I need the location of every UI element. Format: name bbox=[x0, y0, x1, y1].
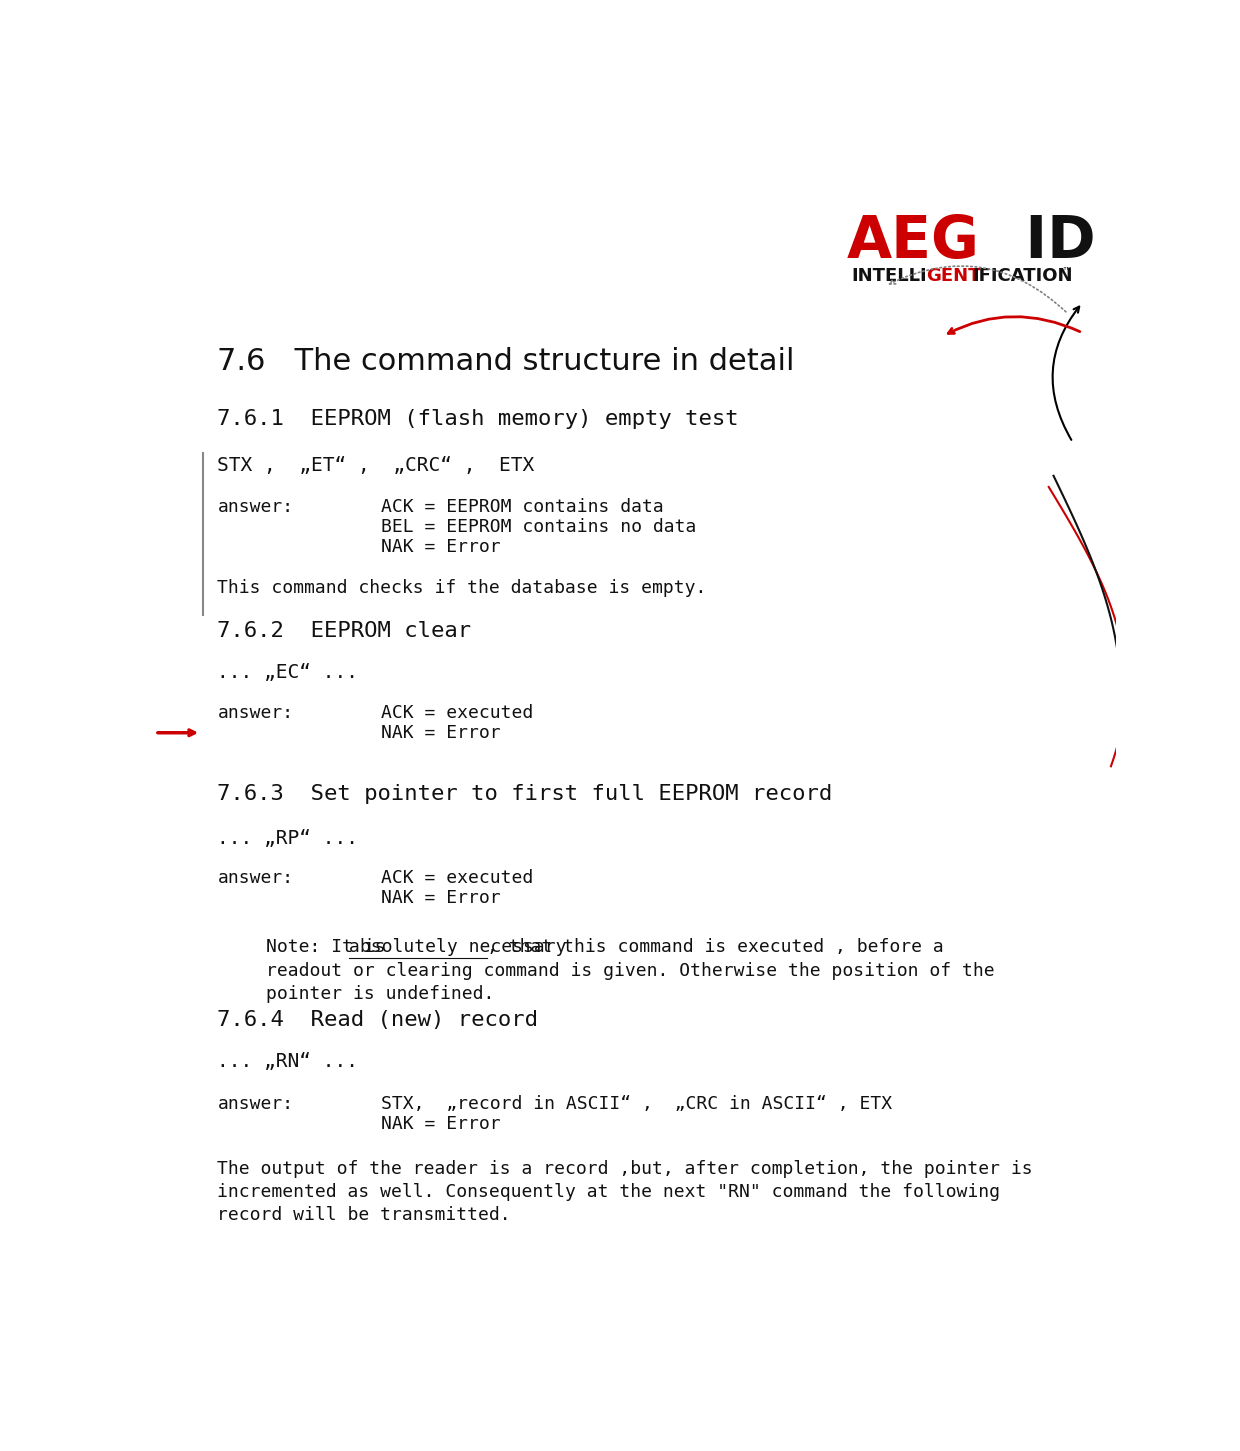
Text: ... „EC“ ...: ... „EC“ ... bbox=[217, 663, 358, 682]
Text: STX ,  „ET“ ,  „CRC“ ,  ETX: STX , „ET“ , „CRC“ , ETX bbox=[217, 456, 534, 474]
Text: NAK = Error: NAK = Error bbox=[381, 538, 501, 556]
Text: record will be transmitted.: record will be transmitted. bbox=[217, 1206, 511, 1225]
Text: ACK = EEPROM contains data: ACK = EEPROM contains data bbox=[381, 498, 663, 517]
Text: STX,  „record in ASCII“ ,  „CRC in ASCII“ , ETX: STX, „record in ASCII“ , „CRC in ASCII“ … bbox=[381, 1094, 892, 1113]
Text: NAK = Error: NAK = Error bbox=[381, 1114, 501, 1133]
Text: ... „RN“ ...: ... „RN“ ... bbox=[217, 1052, 358, 1071]
Text: ID: ID bbox=[1006, 213, 1096, 270]
Text: BEL = EEPROM contains no data: BEL = EEPROM contains no data bbox=[381, 518, 696, 537]
Text: answer:: answer: bbox=[217, 498, 294, 517]
Text: answer:: answer: bbox=[217, 869, 294, 887]
Text: INTELLI: INTELLI bbox=[852, 267, 928, 284]
Text: , that this command is executed , before a: , that this command is executed , before… bbox=[487, 939, 944, 956]
Text: 7.6.3  Set pointer to first full EEPROM record: 7.6.3 Set pointer to first full EEPROM r… bbox=[217, 784, 833, 804]
Text: This command checks if the database is empty.: This command checks if the database is e… bbox=[217, 579, 707, 596]
Text: ... „RP“ ...: ... „RP“ ... bbox=[217, 829, 358, 847]
Text: ™: ™ bbox=[1061, 267, 1073, 277]
Text: The output of the reader is a record ,but, after completion, the pointer is: The output of the reader is a record ,bu… bbox=[217, 1159, 1033, 1178]
Text: ACK = executed: ACK = executed bbox=[381, 869, 533, 887]
Text: answer:: answer: bbox=[217, 704, 294, 721]
Text: NAK = Error: NAK = Error bbox=[381, 889, 501, 907]
Text: pointer is undefined.: pointer is undefined. bbox=[265, 985, 494, 1003]
Text: absolutely necessary: absolutely necessary bbox=[348, 939, 565, 956]
Text: NAK = Error: NAK = Error bbox=[381, 724, 501, 741]
Text: 7.6   The command structure in detail: 7.6 The command structure in detail bbox=[217, 347, 795, 376]
Text: 7.6.2  EEPROM clear: 7.6.2 EEPROM clear bbox=[217, 621, 471, 641]
Text: 7.6.4  Read (new) record: 7.6.4 Read (new) record bbox=[217, 1010, 538, 1030]
Text: GENT: GENT bbox=[926, 267, 981, 284]
Text: incremented as well. Consequently at the next "RN" command the following: incremented as well. Consequently at the… bbox=[217, 1183, 1001, 1201]
Text: AEG: AEG bbox=[847, 213, 980, 270]
Text: Note: It is: Note: It is bbox=[265, 939, 396, 956]
Text: readout or clearing command is given. Otherwise the position of the: readout or clearing command is given. Ot… bbox=[265, 962, 994, 979]
Text: ACK = executed: ACK = executed bbox=[381, 704, 533, 721]
Text: answer:: answer: bbox=[217, 1094, 294, 1113]
Text: IFICATION: IFICATION bbox=[973, 267, 1074, 284]
Text: 7.6.1  EEPROM (flash memory) empty test: 7.6.1 EEPROM (flash memory) empty test bbox=[217, 409, 739, 428]
